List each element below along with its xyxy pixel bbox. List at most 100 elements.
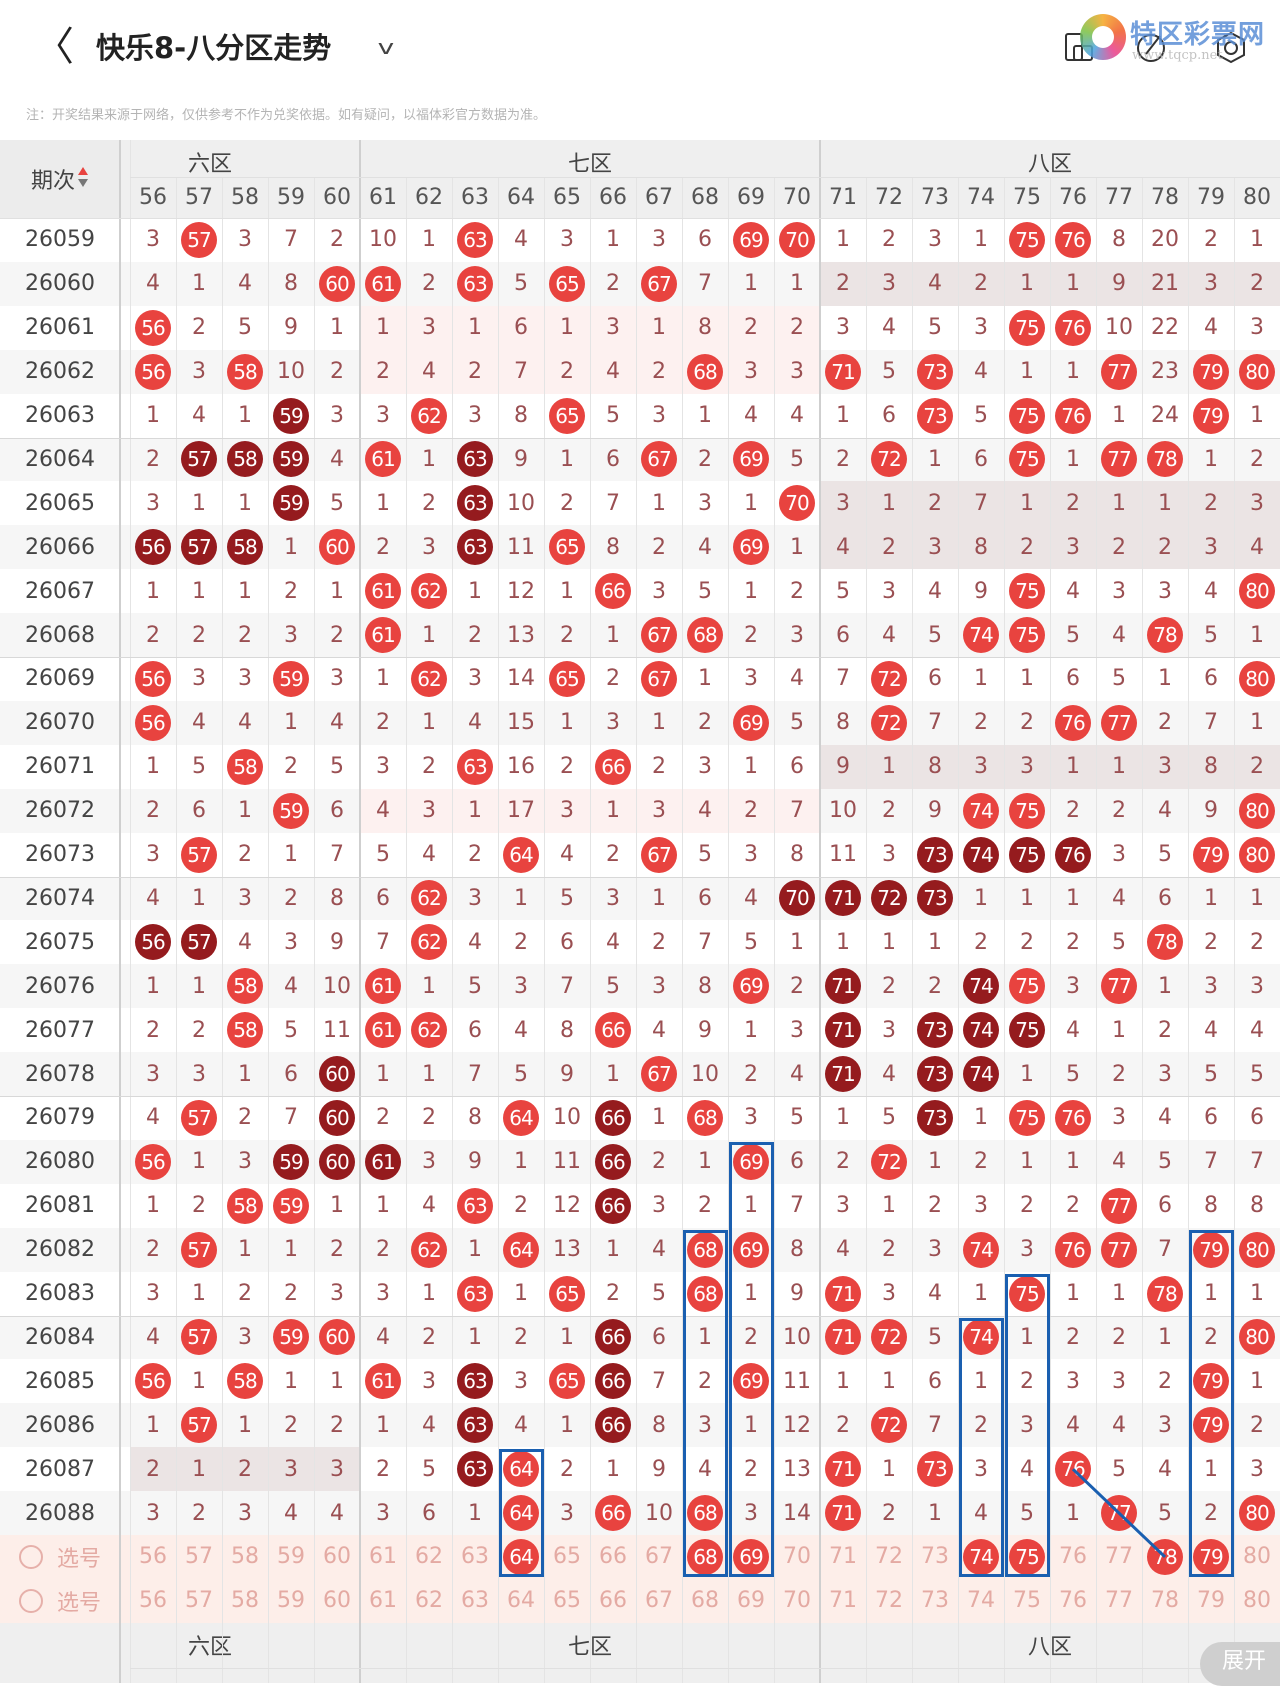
table-cell: 63 [452,1447,498,1491]
select-number[interactable]: 80 [1243,1544,1271,1570]
select-row-toggle[interactable]: 选号 [0,1535,120,1579]
table-cell: 75 [1004,394,1050,438]
repeat-hit-ball: 73 [917,880,953,917]
table-cell: 69 [728,1579,774,1623]
select-number[interactable]: 57 [185,1588,213,1614]
table-cell: 2 [360,1447,406,1491]
select-number[interactable]: 75 [1013,1588,1041,1614]
title-dropdown-chevron-icon[interactable]: v [377,35,395,59]
select-number[interactable]: 58 [231,1588,259,1614]
table-cell: 1 [406,218,452,262]
table-cell: 2 [176,1491,222,1535]
table-cell: 69 [728,218,774,262]
omission-count: 3 [790,1017,804,1043]
column-header-70: 70 [783,185,811,210]
period-number: 26072 [25,798,95,824]
back-button[interactable]: 〈 [34,22,74,72]
omission-count: 1 [192,578,206,604]
select-number[interactable]: 56 [139,1588,167,1614]
omission-count: 6 [790,1149,804,1175]
omission-count: 1 [514,1149,528,1175]
select-number[interactable]: 62 [415,1544,443,1570]
select-number[interactable]: 60 [323,1544,351,1570]
omission-count: 4 [1158,1105,1172,1131]
select-number[interactable]: 72 [875,1588,903,1614]
table-cell: 2 [866,1491,912,1535]
select-number[interactable]: 61 [369,1588,397,1614]
omission-count: 3 [836,490,850,516]
table-cell: 65 [544,1579,590,1623]
select-number[interactable]: 76 [1059,1544,1087,1570]
select-number[interactable]: 78 [1151,1588,1179,1614]
omission-count: 5 [1112,1456,1126,1482]
select-number[interactable]: 79 [1197,1588,1225,1614]
expand-button[interactable]: 展开 [1200,1642,1280,1686]
table-cell: 3 [222,1316,268,1360]
select-number[interactable]: 71 [829,1588,857,1614]
table-cell: 2 [912,481,958,525]
select-number[interactable]: 63 [461,1588,489,1614]
select-number[interactable]: 67 [645,1544,673,1570]
omission-count: 5 [974,403,988,429]
table-cell: 4 [1096,1140,1142,1184]
select-number[interactable]: 64 [507,1588,535,1614]
table-cell: 6 [820,613,866,657]
select-number[interactable]: 66 [599,1544,627,1570]
omission-count: 7 [974,490,988,516]
select-number[interactable]: 69 [737,1588,765,1614]
select-number[interactable]: 61 [369,1544,397,1570]
select-number[interactable]: 73 [921,1588,949,1614]
select-number[interactable]: 58 [231,1544,259,1570]
select-number[interactable]: 63 [461,1544,489,1570]
select-number[interactable]: 59 [277,1544,305,1570]
select-number[interactable]: 74 [967,1588,995,1614]
select-number[interactable]: 72 [875,1544,903,1570]
omission-count: 3 [1112,842,1126,868]
select-number[interactable]: 59 [277,1588,305,1614]
table-cell: 1 [682,1316,728,1360]
select-number[interactable]: 62 [415,1588,443,1614]
radio-circle-icon[interactable] [18,1544,43,1569]
select-number[interactable]: 65 [553,1544,581,1570]
hit-ball: 63 [457,748,493,785]
table-cell: 4 [314,1491,360,1535]
omission-count: 2 [744,1456,758,1482]
table-cell: 2 [1188,218,1234,262]
table-cell: 2 [544,481,590,525]
select-row-toggle[interactable]: 选号 [0,1579,120,1623]
select-number[interactable]: 56 [139,1544,167,1570]
radio-circle-icon[interactable] [18,1588,43,1613]
select-number[interactable]: 76 [1059,1588,1087,1614]
column-header-66: 66 [599,185,627,210]
omission-count: 3 [790,622,804,648]
select-number[interactable]: 80 [1243,1588,1271,1614]
select-number[interactable]: 77 [1105,1588,1133,1614]
select-number[interactable]: 67 [645,1588,673,1614]
select-number[interactable]: 70 [783,1588,811,1614]
select-number[interactable]: 57 [185,1544,213,1570]
select-number[interactable]: 65 [553,1588,581,1614]
table-cell: 2 [1004,701,1050,745]
select-number[interactable]: 60 [323,1588,351,1614]
repeat-hit-ball: 59 [273,397,309,434]
table-cell: 6 [1050,657,1096,701]
select-number[interactable]: 77 [1105,1544,1133,1570]
sort-updown-icon[interactable] [77,165,89,193]
omission-count: 2 [284,1281,298,1307]
period-header[interactable]: 期次 [0,140,120,218]
select-number[interactable]: 68 [691,1588,719,1614]
select-number[interactable]: 71 [829,1544,857,1570]
period-number: 26088 [25,1500,95,1526]
omission-count: 4 [882,622,896,648]
repeat-hit-ball: 73 [917,836,953,873]
omission-count: 2 [974,1412,988,1438]
select-number[interactable]: 70 [783,1544,811,1570]
table-cell: 6 [314,789,360,833]
table-cell: 77 [1096,1491,1142,1535]
edit-icon[interactable] [1132,28,1170,66]
camera-icon[interactable] [1212,28,1250,66]
select-number[interactable]: 66 [599,1588,627,1614]
row-background [0,657,1280,701]
select-number[interactable]: 73 [921,1544,949,1570]
table-cell: 56 [130,1535,176,1579]
